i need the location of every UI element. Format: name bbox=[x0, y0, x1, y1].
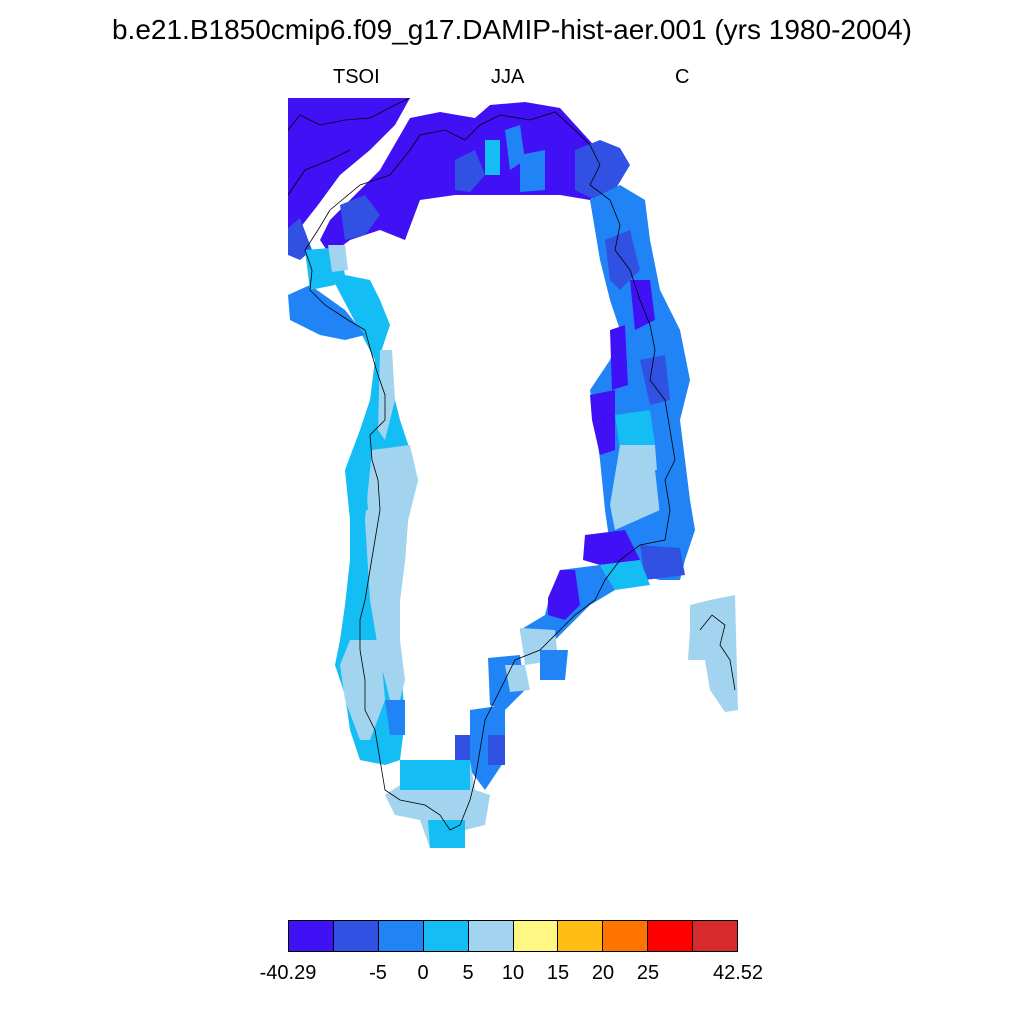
data-cells bbox=[288, 98, 738, 848]
colorbar-tick-label: -40.29 bbox=[259, 962, 317, 984]
colorbar-swatch bbox=[648, 921, 694, 951]
variable-label: TSOI bbox=[333, 66, 380, 88]
colorbar-swatch bbox=[693, 921, 738, 951]
colorbar-tick-label: 5 bbox=[462, 962, 474, 984]
greenland-map bbox=[288, 98, 738, 858]
colorbar-tick-label: 0 bbox=[417, 962, 429, 984]
coastline bbox=[288, 98, 736, 831]
colorbar-swatch bbox=[333, 921, 379, 951]
map-plot bbox=[288, 98, 738, 848]
units-label: C bbox=[675, 66, 690, 88]
colorbar-tick-label: 25 bbox=[636, 962, 660, 984]
colorbar-tick-label: 42.52 bbox=[712, 962, 764, 984]
colorbar-swatch bbox=[558, 921, 604, 951]
colorbar-swatch bbox=[378, 921, 424, 951]
colorbar-swatch bbox=[603, 921, 649, 951]
colorbar bbox=[288, 920, 738, 952]
map-title: b.e21.B1850cmip6.f09_g17.DAMIP-hist-aer.… bbox=[111, 14, 913, 45]
colorbar-tick-label: 10 bbox=[501, 962, 525, 984]
colorbar-tick-label: 20 bbox=[591, 962, 615, 984]
colorbar-swatch bbox=[289, 921, 334, 951]
season-label: JJA bbox=[491, 66, 525, 88]
colorbar-swatch bbox=[513, 921, 559, 951]
colorbar-swatch bbox=[468, 921, 514, 951]
colorbar-tick-label: 15 bbox=[546, 962, 570, 984]
colorbar-swatch bbox=[423, 921, 469, 951]
colorbar-tick-label: -5 bbox=[369, 962, 387, 984]
